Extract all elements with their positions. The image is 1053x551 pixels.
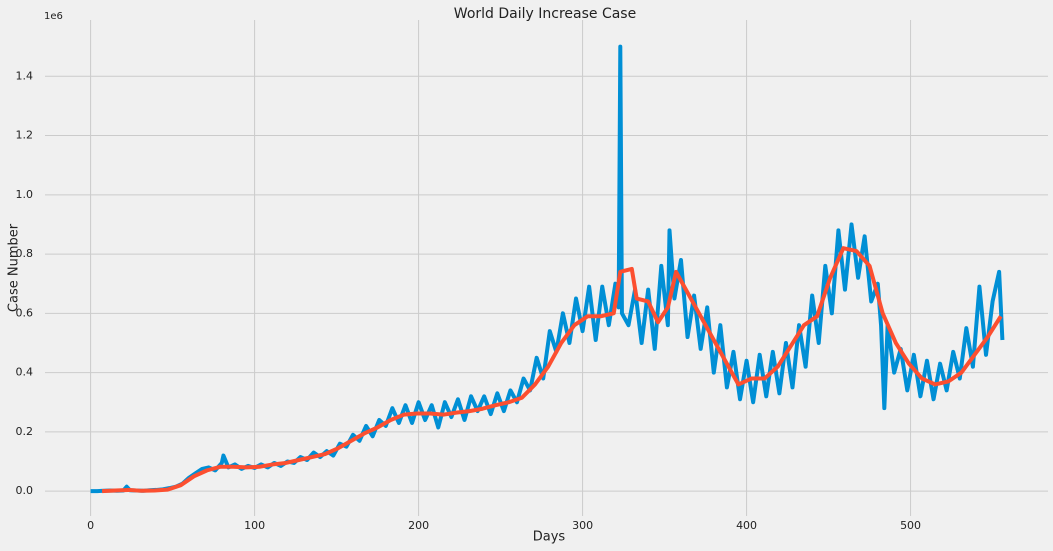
x-tick-label: 400 [736, 519, 757, 532]
y-tick-label: 1.4 [16, 69, 34, 82]
plot-area [90, 44, 1005, 494]
x-tick-label: 500 [900, 519, 921, 532]
y-tick-label: 0.0 [16, 484, 34, 497]
series-line [101, 246, 1003, 494]
chart-title: World Daily Increase Case [454, 6, 636, 22]
x-tick-label: 0 [87, 519, 94, 532]
y-offset-label: 1e6 [44, 11, 63, 22]
x-tick-label: 300 [572, 519, 593, 532]
y-tick-label: 0.2 [16, 425, 34, 438]
y-tick-label: 0.4 [16, 366, 34, 379]
y-tick-label: 1.2 [16, 129, 34, 142]
y-tick-label: 0.8 [16, 247, 34, 260]
y-tick-label: 1.0 [16, 188, 34, 201]
y-tick-label: 0.6 [16, 306, 34, 319]
x-axis-label: Days [533, 530, 566, 545]
y-axis-label: Case Number [7, 223, 22, 312]
x-tick-label: 200 [408, 519, 429, 532]
x-tick-label: 100 [244, 519, 265, 532]
